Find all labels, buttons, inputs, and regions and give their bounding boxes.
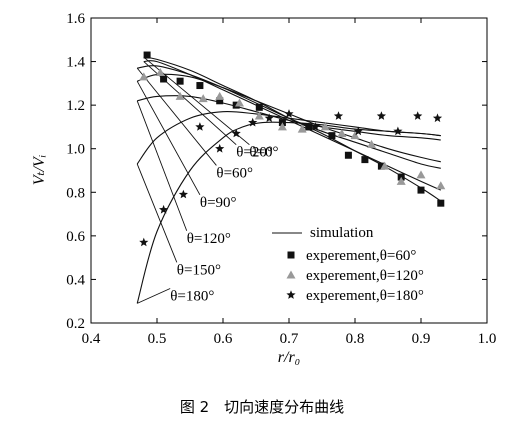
y-tick-label: 1.6	[66, 11, 85, 27]
data-point-square	[361, 156, 369, 164]
data-point-star	[284, 109, 294, 118]
curve-label: θ=20°	[236, 145, 273, 161]
x-axis-title: r/r₀	[278, 349, 300, 366]
curve-leader-line	[136, 80, 201, 196]
curve-leader-line	[136, 100, 188, 231]
x-tick-label: 0.4	[82, 331, 101, 347]
x-tick-label: 1.0	[478, 331, 497, 347]
x-tick-label: 0.9	[412, 331, 431, 347]
data-point-square	[437, 199, 445, 207]
data-point-square	[305, 123, 313, 131]
data-point-triangle	[254, 111, 264, 120]
y-tick-label: 1.0	[66, 142, 85, 158]
curve-label: θ=0°	[249, 145, 278, 161]
y-tick-label: 0.6	[66, 229, 85, 245]
y-tick-label: 0.8	[66, 185, 85, 201]
data-point-star	[353, 126, 363, 136]
legend-label: experement,θ=120°	[306, 268, 424, 284]
x-tick-label: 0.8	[346, 331, 365, 347]
curve-label: θ=150°	[177, 262, 221, 278]
data-point-triangle	[297, 124, 307, 133]
data-point-square	[417, 186, 425, 194]
curve-label: θ=120°	[187, 231, 231, 247]
data-point-star	[264, 113, 274, 123]
curve-label: θ=180°	[170, 289, 214, 305]
data-point-star	[159, 204, 169, 214]
data-point-square	[160, 75, 168, 83]
data-point-triangle	[277, 122, 287, 131]
curve-leader-line	[137, 288, 171, 304]
data-point-triangle	[139, 72, 149, 81]
curve-label: θ=90°	[200, 195, 237, 211]
data-point-star	[333, 111, 344, 120]
x-tick-label: 0.5	[148, 331, 167, 347]
curve-labels: θ=0°θ=20° θ=60° θ=90° θ=120° θ=150° θ=180°	[170, 145, 278, 305]
legend-label: simulation	[310, 225, 374, 241]
data-point-square	[344, 151, 352, 159]
legend-marker-triangle	[286, 270, 296, 279]
data-point-square	[255, 103, 263, 111]
data-point-star	[310, 122, 320, 131]
curve-leader-line	[136, 163, 178, 263]
data-point-star	[376, 111, 386, 120]
simulation-curve	[143, 56, 442, 202]
legend-marker-star	[286, 290, 296, 299]
legend-marker-square	[287, 251, 295, 259]
y-tick-label: 1.2	[66, 98, 85, 114]
data-point-square	[143, 51, 151, 59]
data-point-triangle	[436, 181, 446, 190]
data-point-triangle	[416, 170, 426, 179]
legend: simulation experement,θ=60° experement,θ=1…	[272, 225, 424, 304]
data-point-square	[328, 132, 336, 140]
data-point-triangle	[367, 139, 376, 148]
data-point-star	[393, 126, 403, 136]
data-point-star	[432, 113, 443, 123]
curve-leader-line	[136, 67, 217, 166]
figure-caption: 图 2 切向速度分布曲线	[179, 398, 345, 416]
data-point-triangle	[198, 94, 208, 103]
x-tick-label: 0.6	[214, 331, 233, 347]
legend-label: experement,θ=60°	[306, 248, 416, 264]
data-point-square	[377, 162, 385, 170]
data-point-square	[176, 77, 184, 85]
x-tick-label: 0.7	[280, 331, 299, 347]
data-point-star	[248, 117, 258, 127]
simulation-curve	[136, 121, 441, 304]
y-tick-label: 0.2	[66, 316, 85, 332]
axis-ticks	[90, 17, 488, 324]
data-point-triangle	[215, 91, 225, 100]
data-point-triangle	[320, 122, 330, 131]
data-point-triangle	[175, 91, 185, 100]
data-point-triangle	[380, 161, 390, 170]
data-point-triangle	[337, 128, 347, 137]
data-point-star	[139, 237, 149, 247]
data-point-triangle	[155, 67, 165, 76]
data-point-star	[178, 189, 188, 199]
simulation-curve	[136, 110, 441, 165]
data-point-triangle	[350, 131, 360, 140]
y-axis-title: Vₜ/Vᵢ	[31, 155, 48, 185]
x-tick-labels: 0.4 0.5 0.6 0.7 0.8 0.9 1.0	[82, 331, 497, 347]
y-tick-label: 0.4	[66, 272, 85, 288]
experimental-points	[139, 51, 446, 247]
data-point-star	[413, 111, 423, 120]
curve-label: θ=60°	[216, 165, 253, 181]
y-tick-label: 1.4	[66, 55, 85, 71]
data-point-star	[195, 122, 205, 131]
legend-label: experement,θ=180°	[306, 288, 424, 304]
y-tick-labels: 0.2 0.4 0.6 0.8 1.0 1.2 1.4 1.6	[66, 11, 85, 332]
simulation-curve	[143, 60, 442, 191]
data-point-square	[216, 97, 224, 105]
data-point-triangle	[396, 176, 406, 185]
data-point-triangle	[235, 98, 244, 107]
data-point-star	[231, 128, 241, 138]
data-point-square	[196, 82, 204, 90]
data-point-star	[215, 143, 225, 153]
